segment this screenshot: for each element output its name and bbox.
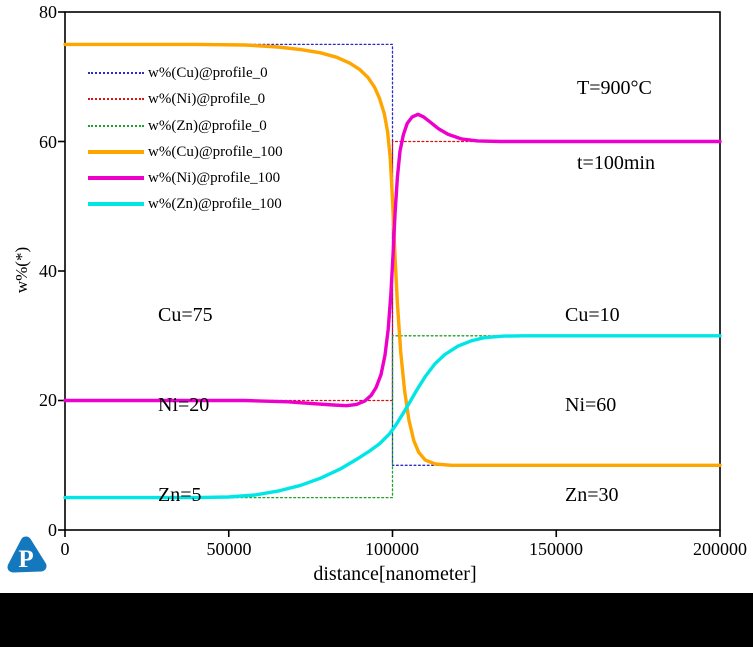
- legend-item[interactable]: w%(Ni)@profile_100: [88, 169, 280, 187]
- y-tick-label: 0: [48, 520, 57, 540]
- legend-line-swatch: [88, 202, 144, 206]
- x-tick-label: 50000: [206, 539, 252, 559]
- legend-item[interactable]: w%(Zn)@profile_0: [88, 117, 267, 135]
- composition-line: Zn=5: [158, 484, 202, 506]
- legend-line-swatch: [88, 125, 144, 127]
- legend-item[interactable]: w%(Cu)@profile_100: [88, 143, 283, 161]
- legend-item-label: w%(Cu)@profile_100: [148, 143, 283, 160]
- legend-item[interactable]: w%(Ni)@profile_0: [88, 90, 265, 108]
- legend-line-swatch: [88, 98, 144, 100]
- x-tick-label: 150000: [529, 539, 583, 559]
- y-tick-label: 40: [39, 261, 57, 281]
- legend-item-label: w%(Cu)@profile_0: [148, 64, 268, 81]
- legend-line-swatch: [88, 176, 144, 180]
- right-composition-annotation: Cu=10 Ni=60 Zn=30: [565, 240, 620, 570]
- legend-item[interactable]: w%(Cu)@profile_0: [88, 64, 268, 82]
- legend-line-swatch: [88, 150, 144, 154]
- logo-triangle-icon: [7, 536, 47, 573]
- legend-item-label: w%(Zn)@profile_0: [148, 117, 267, 134]
- conditions-annotation: T=900°C t=100min: [577, 26, 655, 226]
- bottom-bar: [0, 593, 753, 647]
- x-tick-label: 100000: [365, 539, 419, 559]
- x-axis-title: distance[nanometer]: [313, 563, 477, 585]
- plot-canvas[interactable]: [0, 0, 753, 593]
- y-tick-label: 60: [39, 132, 57, 152]
- time-text: t=100min: [577, 152, 655, 174]
- legend-item[interactable]: w%(Zn)@profile_100: [88, 195, 282, 213]
- composition-line: Ni=60: [565, 394, 617, 416]
- composition-line: Cu=10: [565, 304, 620, 326]
- x-tick-label: 0: [60, 539, 70, 559]
- composition-line: Cu=75: [158, 304, 213, 326]
- x-tick-label: 200000: [693, 539, 747, 559]
- legend-item-label: w%(Ni)@profile_0: [148, 90, 266, 107]
- y-tick-label: 80: [39, 2, 57, 22]
- pandat-logo[interactable]: P: [6, 534, 48, 580]
- composition-line: Ni=20: [158, 394, 210, 416]
- temperature-text: T=900°C: [577, 77, 652, 99]
- legend-item-label: w%(Zn)@profile_100: [148, 195, 282, 212]
- left-composition-annotation: Cu=75 Ni=20 Zn=5: [158, 240, 213, 570]
- legend-item-label: w%(Ni)@profile_100: [148, 169, 281, 186]
- composition-line: Zn=30: [565, 484, 619, 506]
- logo-letter: P: [18, 546, 33, 573]
- y-tick-label: 20: [39, 390, 57, 410]
- legend-line-swatch: [88, 72, 144, 74]
- y-axis-title: w%(*): [12, 246, 31, 294]
